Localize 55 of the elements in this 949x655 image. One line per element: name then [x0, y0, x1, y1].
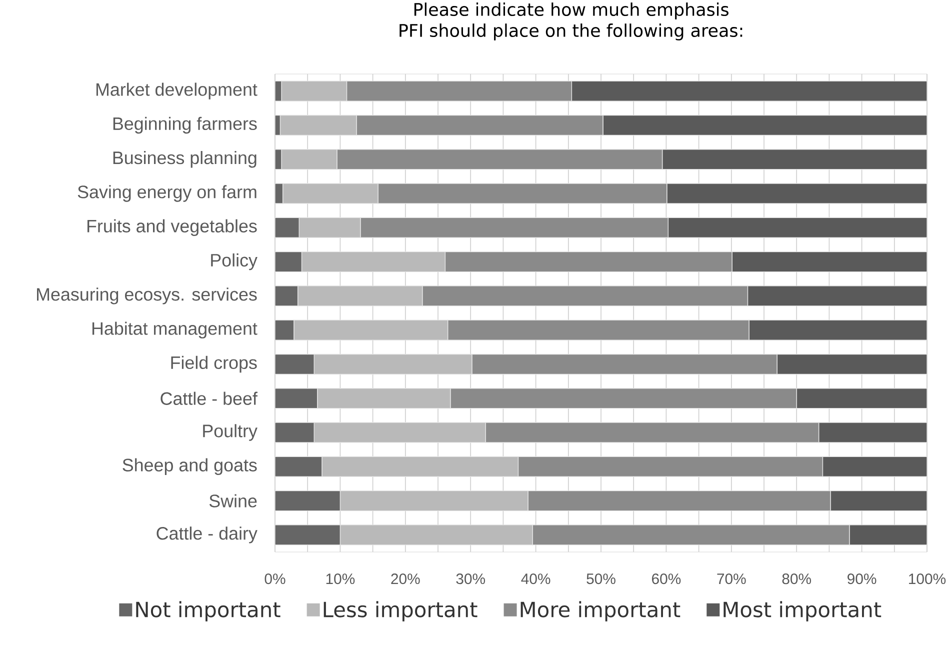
y-tick-label: Swine [209, 494, 257, 508]
x-tick-label: 90% [848, 574, 876, 584]
y-tick-label: Field crops [171, 356, 257, 373]
y-tick-label: Business planning [113, 150, 256, 168]
chart-title: Please indicate how much emphasis [414, 2, 728, 20]
x-tick-label: 20% [391, 574, 420, 584]
x-tick-label: 60% [652, 574, 681, 584]
y-tick-label: Fruits and vegetables [87, 219, 257, 236]
y-tick-label: Cattle - beef [160, 392, 258, 405]
bar [602, 114, 928, 136]
x-tick-label: 10% [326, 574, 355, 584]
x-tick-label: 70% [717, 574, 746, 584]
y-tick-label: Market development [96, 82, 258, 100]
x-tick-label: 30% [456, 574, 486, 584]
bar [732, 251, 928, 272]
y-tick-label: Habitat management [92, 322, 258, 338]
y-tick-label: Measuring ecosys. services [37, 288, 257, 304]
legend-label: Most important [724, 601, 882, 622]
legend-label: Not important [136, 601, 280, 622]
bar [275, 251, 302, 272]
legend-label: Less important [324, 601, 478, 622]
bar [275, 388, 318, 409]
bar [275, 354, 314, 375]
bar [571, 80, 928, 102]
bar [776, 354, 928, 375]
bar [275, 524, 341, 546]
y-tick-label: Saving energy on farm [78, 185, 256, 202]
bar [748, 320, 928, 340]
legend-label: More important [520, 601, 680, 622]
bar [275, 422, 314, 443]
y-tick-label: Beginning farmers [113, 116, 257, 134]
bar [668, 217, 928, 238]
y-tick-label: Cattle - dairy [156, 526, 258, 544]
bar [849, 524, 928, 546]
bar [275, 217, 300, 238]
bar [275, 490, 341, 512]
x-tick-label: 100% [909, 574, 946, 584]
bar [822, 456, 928, 477]
bar [275, 320, 294, 340]
bar [818, 422, 928, 443]
bar [666, 183, 928, 204]
bar [275, 456, 322, 477]
x-tick-label: 80% [782, 574, 812, 584]
chart-subtitle: PFI should place on the following areas: [400, 24, 742, 40]
bar [796, 388, 928, 409]
bar [662, 149, 928, 170]
x-tick-label: 0% [264, 574, 286, 584]
y-tick-label: Poultry [203, 424, 258, 441]
y-tick-label: Policy [211, 253, 258, 270]
y-tick-label: Sheep and goats [122, 458, 257, 476]
x-tick-label: 50% [586, 574, 616, 584]
bar [275, 286, 298, 306]
bar [830, 490, 928, 512]
x-tick-label: 40% [521, 574, 550, 584]
bar [747, 286, 928, 306]
